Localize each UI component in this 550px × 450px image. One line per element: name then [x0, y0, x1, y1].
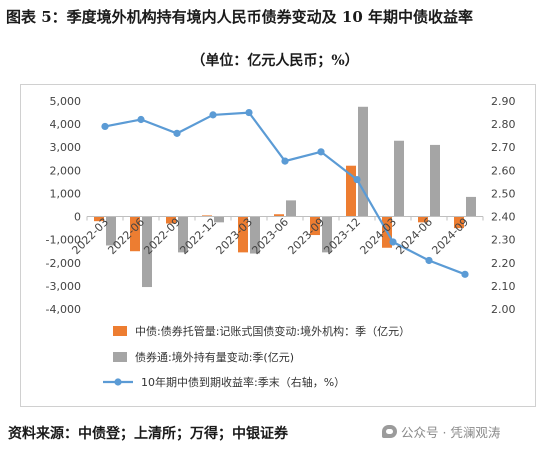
y-left-tick-label: 0	[74, 211, 81, 224]
yield-point-2024-03	[389, 238, 397, 246]
y-right-tick-label: 2.40	[491, 211, 516, 224]
y-right-tick-label: 2.00	[491, 303, 516, 316]
bar-gray-2023-09	[322, 216, 332, 253]
yield-line	[104, 111, 466, 276]
bar-orange-2022-03	[94, 216, 104, 222]
source-note: 资料来源：中债登；上清所；万得；中银证券	[8, 426, 288, 442]
y-left-tick-label: -2,000	[46, 257, 81, 270]
yield-point-2023-12	[353, 175, 361, 184]
bar-orange-2024-09	[454, 216, 464, 229]
yield-point-2024-09	[461, 270, 469, 278]
bar-gray-2023-06	[286, 200, 296, 217]
bar-orange-2023-12	[346, 165, 356, 217]
yield-point-2023-03	[245, 108, 253, 117]
chart-svg: 5,000 4,000 3,000 2,000 1,000 0 -1,000 -2,000 -3…	[46, 95, 516, 389]
chart-subtitle: （单位：亿元人民币；%）	[191, 53, 359, 69]
y-left-tick-label: 1,000	[50, 187, 82, 200]
yield-point-2023-06	[281, 157, 289, 165]
bar-gray-2023-12	[358, 106, 368, 217]
legend-swatch-gray	[113, 352, 127, 362]
bar-orange-2022-09	[166, 216, 176, 224]
bar-gray-2024-03	[394, 140, 404, 217]
bar-gray-2024-09	[466, 196, 476, 217]
legend-label-orange: 中债:债券托管量:记账式国债变动:境外机构：季（亿元）	[135, 324, 410, 338]
x-tick-label: 2024-09	[429, 215, 471, 257]
bar-gray-2023-03	[250, 216, 260, 254]
bar-orange-2023-09	[310, 216, 320, 236]
y-right-tick-label: 2.50	[491, 187, 516, 200]
yield-point-2022-06	[137, 115, 145, 124]
y-left-tick-label: 4,000	[50, 118, 82, 131]
yield-point-2022-09	[173, 129, 181, 137]
x-tick-label: 2024-06	[393, 215, 435, 257]
legend-label-gray: 债券通:境外持有量变动:季(亿元)	[135, 350, 294, 364]
legend-swatch-orange	[113, 326, 127, 336]
bar-gray-2022-12	[214, 216, 224, 223]
bar-orange-2022-06	[130, 216, 140, 252]
bar-gray-2024-06	[430, 144, 440, 217]
bar-gray-2022-09	[178, 216, 188, 253]
chart-title: 图表 5：季度境外机构持有境内人民币债券变动及 10 年期中债收益率	[6, 8, 473, 26]
y-right-tick-label: 2.10	[491, 280, 516, 293]
yield-point-2022-03	[101, 122, 109, 131]
y-right-tick-label: 2.90	[491, 95, 516, 108]
yield-point-2022-12	[209, 111, 217, 119]
y-right-tick-label: 2.80	[491, 118, 516, 131]
y-left-tick-label: 5,000	[50, 95, 82, 108]
bar-orange-2023-06	[274, 214, 284, 217]
y-right-tick-label: 2.20	[491, 257, 516, 270]
y-left-tick-label: 3,000	[50, 141, 82, 154]
y-left-tick-label: 2,000	[50, 164, 82, 177]
x-tick-label: 2023-09	[285, 215, 327, 257]
bar-orange-2024-06	[418, 216, 428, 223]
y-left-tick-label: -3,000	[46, 280, 81, 293]
y-left-tick-label: -4,000	[46, 303, 81, 316]
bar-orange-2023-03	[238, 216, 248, 253]
legend-label-line: 10年期中债到期收益率:季末（右轴，%）	[141, 375, 345, 389]
y-right-tick-label: 2.60	[491, 164, 516, 177]
watermark-text: 公众号 · 凭澜观涛	[401, 425, 501, 440]
chart-frame: 5,000 4,000 3,000 2,000 1,000 0 -1,000 -2,000 -3…	[20, 84, 536, 407]
y-right-tick-label: 2.30	[491, 234, 516, 247]
y-left-tick-label: -1,000	[46, 234, 81, 247]
yield-point-2024-06	[425, 256, 433, 265]
yield-point-2023-09	[317, 148, 325, 156]
bar-orange-2022-12	[202, 215, 212, 217]
y-right-tick-label: 2.70	[491, 141, 516, 154]
wechat-icon	[382, 425, 397, 438]
legend-swatch-point	[114, 378, 122, 386]
x-tick-label: 2024-03	[357, 215, 399, 257]
watermark: 公众号 · 凭澜观涛	[382, 422, 500, 441]
bar-gray-2022-06	[142, 216, 152, 288]
bar-gray-2022-03	[106, 216, 116, 246]
